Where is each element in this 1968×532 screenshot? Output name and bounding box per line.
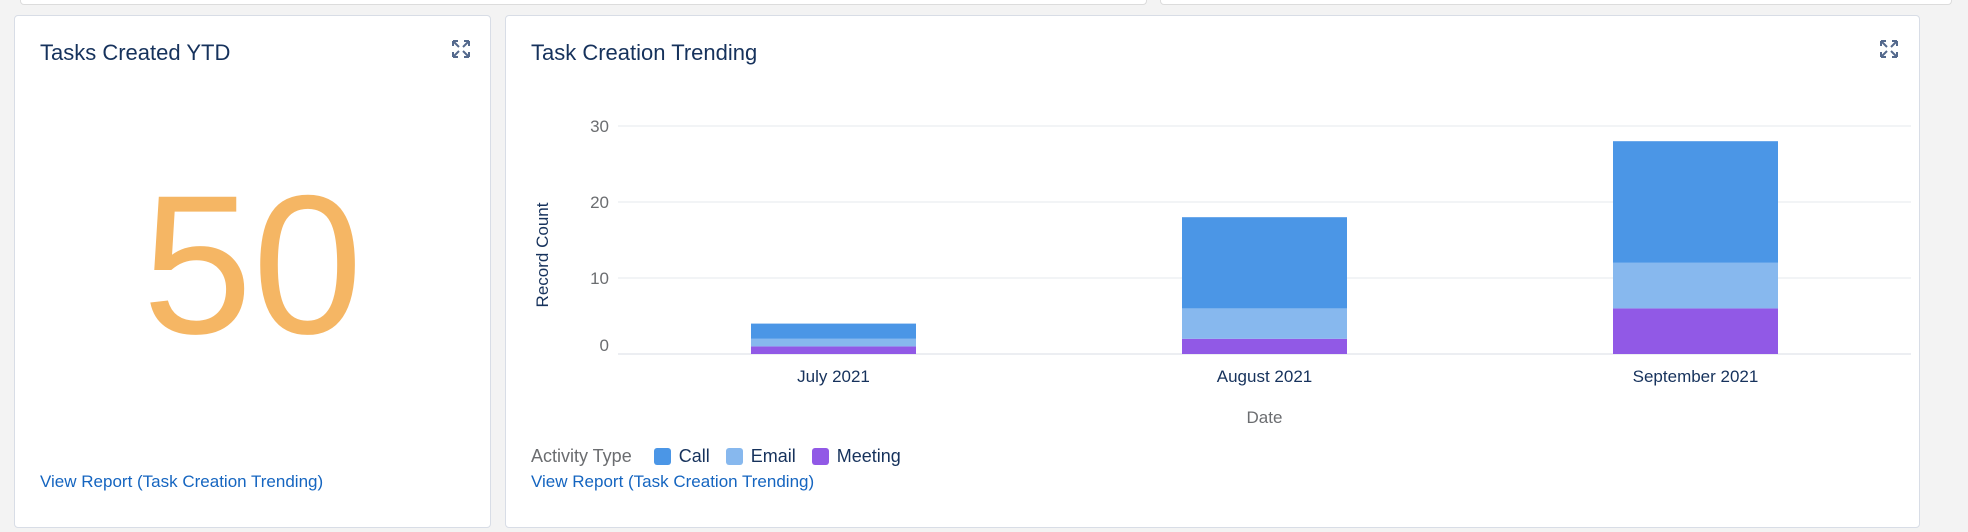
bar-segment-meeting[interactable]: [751, 346, 916, 354]
bar-segment-email[interactable]: [1613, 262, 1778, 309]
bar-segment-call[interactable]: [1613, 141, 1778, 263]
metric-card: Tasks Created YTD 50 View Report (Task C…: [14, 15, 491, 528]
top-panel-edge-left: [20, 0, 1147, 5]
legend-item-call[interactable]: Call: [653, 445, 710, 467]
bar-segment-email[interactable]: [751, 338, 916, 347]
metric-value: 50: [142, 154, 363, 375]
x-axis-label: Date: [1247, 408, 1283, 427]
legend-item-meeting[interactable]: Meeting: [811, 445, 901, 467]
bar-segment-call[interactable]: [1182, 217, 1347, 309]
y-tick-label: 0: [600, 336, 609, 355]
legend-swatch-call: [653, 447, 671, 465]
top-panel-edge-right: [1160, 0, 1952, 5]
expand-icon[interactable]: [450, 38, 472, 60]
view-report-link[interactable]: View Report (Task Creation Trending): [531, 472, 815, 491]
metric-card-title: Tasks Created YTD: [40, 40, 231, 65]
x-tick-label: September 2021: [1633, 367, 1759, 386]
legend-title: Activity Type: [531, 445, 632, 466]
bar-chart: 0 10 20 30 July 2021 August 2021 September 202…: [533, 117, 1911, 427]
bar-segment-email[interactable]: [1182, 308, 1347, 339]
legend-label-meeting: Meeting: [836, 445, 901, 466]
bar-segment-meeting[interactable]: [1613, 308, 1778, 354]
bar-segment-call[interactable]: [751, 323, 916, 339]
chart-card-title: Task Creation Trending: [531, 40, 758, 65]
chart-card: Task Creation Trending 0 10 20 30 July 2021 A…: [505, 15, 1920, 528]
x-tick-label: August 2021: [1217, 367, 1312, 386]
legend-item-email[interactable]: Email: [725, 445, 796, 467]
view-report-link[interactable]: View Report (Task Creation Trending): [40, 472, 324, 491]
legend-swatch-email: [725, 447, 743, 465]
y-tick-label: 20: [590, 193, 609, 212]
legend-label-email: Email: [750, 445, 796, 466]
x-tick-label: July 2021: [797, 367, 870, 386]
y-tick-label: 10: [590, 269, 609, 288]
chart-legend: Activity Type Call Email Meeting: [531, 444, 917, 468]
legend-swatch-meeting: [811, 447, 829, 465]
y-axis-label: Record Count: [533, 202, 552, 307]
y-tick-label: 30: [590, 117, 609, 136]
expand-icon[interactable]: [1878, 38, 1900, 60]
legend-label-call: Call: [678, 445, 710, 466]
bar-segment-meeting[interactable]: [1182, 338, 1347, 354]
